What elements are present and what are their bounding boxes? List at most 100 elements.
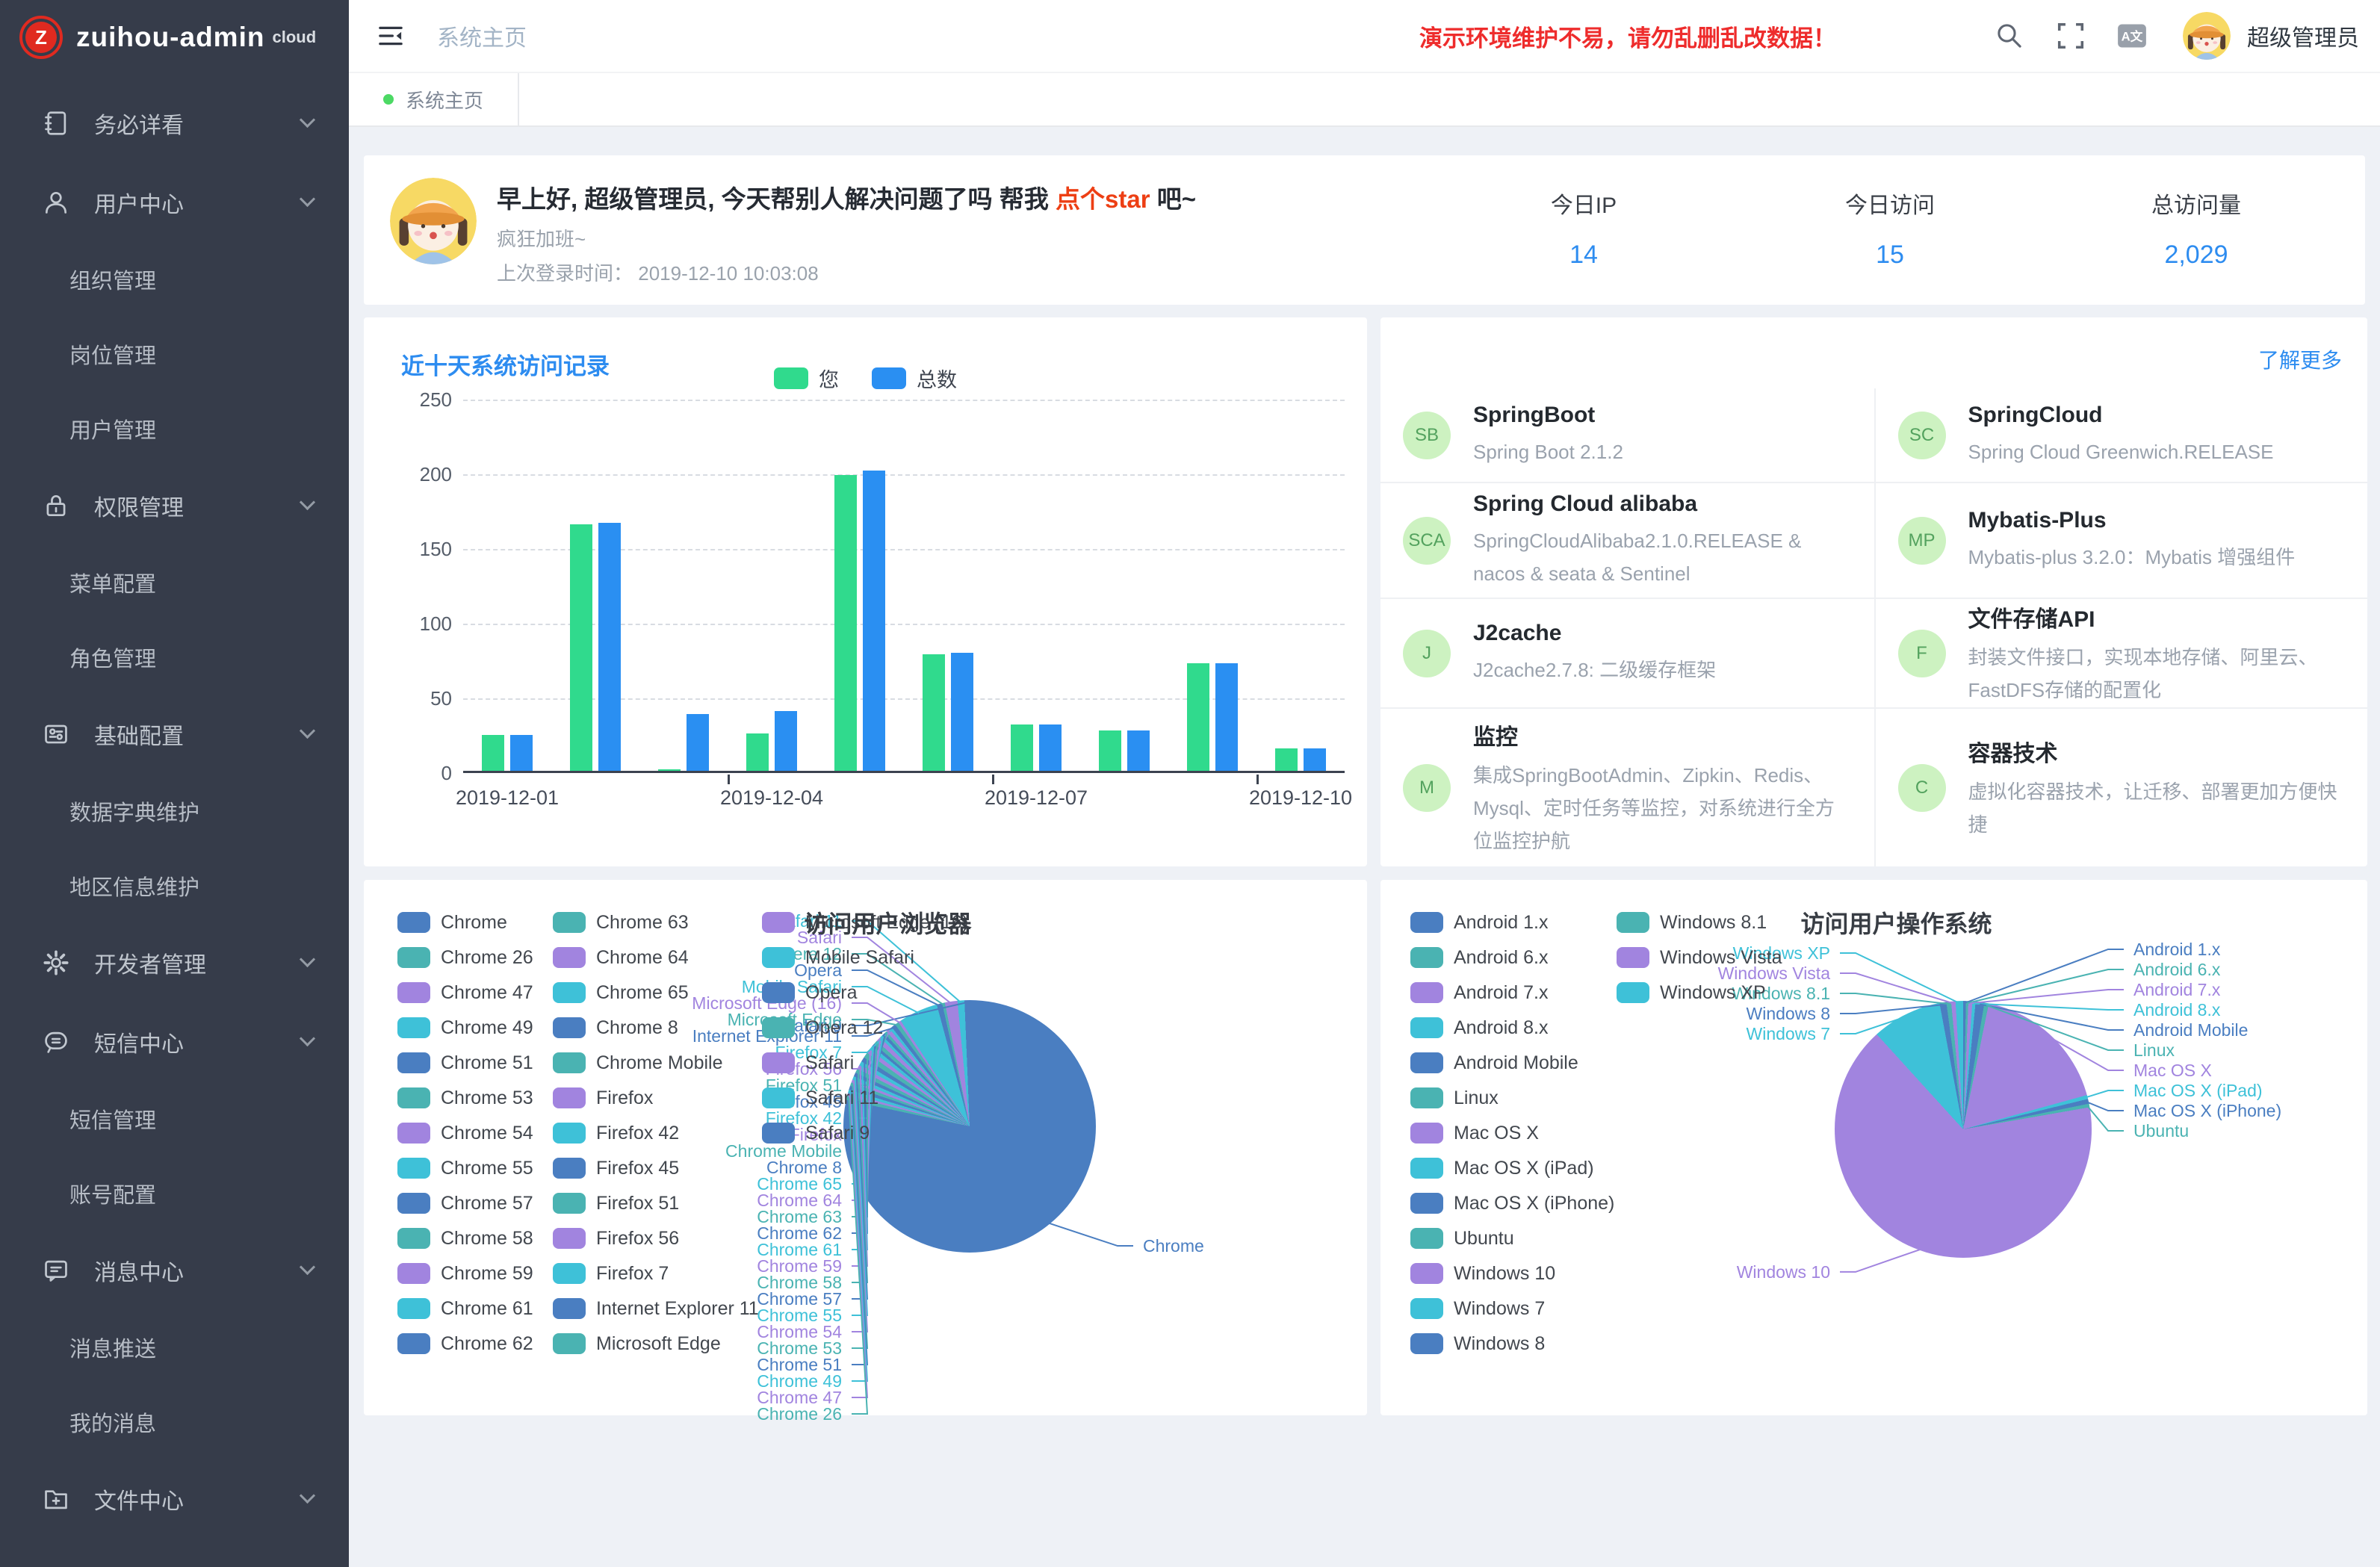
legend-item-Windows 8[interactable]: Windows 8: [1410, 1332, 1545, 1355]
greeting-text: 早上好, 超级管理员, 今天帮别人解决问题了吗 帮我 点个star 吧~: [497, 179, 1196, 215]
legend-item-Android 7.x[interactable]: Android 7.x: [1410, 981, 1548, 1004]
legend-item-Mac OS X (iPad)[interactable]: Mac OS X (iPad): [1410, 1157, 1594, 1179]
legend-item-Opera[interactable]: Opera: [762, 981, 857, 1004]
chevron-down-icon: [300, 1031, 315, 1046]
legend-swatch: [397, 982, 430, 1003]
legend-item-Microsoft Edge[interactable]: Microsoft Edge: [553, 1332, 721, 1355]
sidebar-item-14[interactable]: 账号配置: [0, 1156, 349, 1231]
legend-item-Chrome 49[interactable]: Chrome 49: [397, 1017, 533, 1039]
legend-item-Firefox[interactable]: Firefox: [553, 1087, 653, 1109]
sidebar-item-7[interactable]: 角色管理: [0, 620, 349, 695]
legend-item-您[interactable]: 您: [774, 364, 839, 393]
legend-item-总数[interactable]: 总数: [872, 364, 957, 393]
legend-item-Windows 10[interactable]: Windows 10: [1410, 1262, 1555, 1285]
legend-item-Mac OS X[interactable]: Mac OS X: [1410, 1122, 1539, 1144]
sidebar-item-11[interactable]: 开发者管理: [0, 923, 349, 1002]
legend-label: Android 6.x: [1454, 947, 1548, 969]
legend-item-Android 6.x[interactable]: Android 6.x: [1410, 946, 1548, 969]
tech-desc: Spring Cloud Greenwich.RELEASE: [1968, 435, 2274, 468]
legend-item-Chrome 8[interactable]: Chrome 8: [553, 1017, 678, 1039]
legend-item-Firefox 45[interactable]: Firefox 45: [553, 1157, 679, 1179]
learn-more-link[interactable]: 了解更多: [2258, 344, 2342, 374]
legend-item-Chrome 63[interactable]: Chrome 63: [553, 911, 689, 934]
chevron-down-icon: [300, 1488, 315, 1504]
legend-item-Firefox 7[interactable]: Firefox 7: [553, 1262, 669, 1285]
tab-system-home[interactable]: 系统主页: [349, 73, 519, 125]
sidebar-item-4[interactable]: 用户管理: [0, 391, 349, 466]
legend-item-Chrome 47[interactable]: Chrome 47: [397, 981, 533, 1004]
bar: [687, 714, 709, 771]
legend-item-Windows XP[interactable]: Windows XP: [1617, 981, 1766, 1004]
bar: [863, 471, 885, 771]
sidebar-item-5[interactable]: 权限管理: [0, 466, 349, 545]
sidebar-item-2[interactable]: 组织管理: [0, 242, 349, 317]
legend-item-Firefox 42[interactable]: Firefox 42: [553, 1122, 679, 1144]
star-link[interactable]: 点个star: [1056, 185, 1150, 213]
bar-group-2: [639, 400, 728, 771]
legend-item-Chrome 54[interactable]: Chrome 54: [397, 1122, 533, 1144]
legend-item-Chrome 62[interactable]: Chrome 62: [397, 1332, 533, 1355]
legend-item-Chrome 53[interactable]: Chrome 53: [397, 1087, 533, 1109]
legend-label: Chrome 49: [441, 1017, 533, 1039]
search-icon[interactable]: [1995, 21, 2024, 51]
legend-item-Safari[interactable]: Safari: [762, 1052, 854, 1074]
sidebar-item-18[interactable]: 文件中心: [0, 1459, 349, 1539]
legend-item-Chrome 51[interactable]: Chrome 51: [397, 1052, 533, 1074]
app-logo[interactable]: Z zuihou-admin cloud: [0, 0, 349, 75]
legend-item-Chrome 59[interactable]: Chrome 59: [397, 1262, 533, 1285]
x-axis-label: 2019-12-01: [425, 786, 589, 810]
legend-item-Chrome 58[interactable]: Chrome 58: [397, 1227, 533, 1250]
sidebar-item-15[interactable]: 消息中心: [0, 1231, 349, 1310]
menu-fold-icon[interactable]: [376, 21, 406, 51]
legend-item-Chrome[interactable]: Chrome: [397, 911, 507, 934]
breadcrumb[interactable]: 系统主页: [437, 19, 527, 52]
legend-item-Firefox 56[interactable]: Firefox 56: [553, 1227, 679, 1250]
stat-value: 2,029: [2062, 241, 2331, 270]
user-avatar[interactable]: [2183, 12, 2231, 60]
legend-item-Chrome 64[interactable]: Chrome 64: [553, 946, 689, 969]
chevron-down-icon: [300, 723, 315, 739]
sidebar-item-9[interactable]: 数据字典维护: [0, 774, 349, 848]
language-icon[interactable]: A文: [2117, 21, 2147, 51]
legend-item-Android Mobile[interactable]: Android Mobile: [1410, 1052, 1578, 1074]
legend-item-Microsoft Edge (16)[interactable]: Microsoft Edge (16): [762, 911, 968, 934]
legend-item-Chrome 55[interactable]: Chrome 55: [397, 1157, 533, 1179]
pie-disc[interactable]: [1835, 1001, 2092, 1258]
sidebar-item-10[interactable]: 地区信息维护: [0, 848, 349, 923]
sidebar-item-6[interactable]: 菜单配置: [0, 545, 349, 620]
legend-item-Windows 7[interactable]: Windows 7: [1410, 1297, 1545, 1320]
legend-item-Mac OS X (iPhone)[interactable]: Mac OS X (iPhone): [1410, 1192, 1614, 1214]
legend-item-Chrome 65[interactable]: Chrome 65: [553, 981, 689, 1004]
sidebar-item-1[interactable]: 用户中心: [0, 163, 349, 242]
legend-item-Ubuntu[interactable]: Ubuntu: [1410, 1227, 1514, 1250]
sidebar-item-8[interactable]: 基础配置: [0, 695, 349, 774]
legend-item-Safari 11[interactable]: Safari 11: [762, 1087, 878, 1109]
stat-block-1: 今日访问15: [1755, 155, 2024, 305]
username[interactable]: 超级管理员: [2247, 19, 2359, 52]
legend-item-Firefox 51[interactable]: Firefox 51: [553, 1192, 679, 1214]
legend-item-Chrome Mobile[interactable]: Chrome Mobile: [553, 1052, 723, 1074]
sidebar-item-0[interactable]: 务必详看: [0, 84, 349, 163]
sidebar-item-17[interactable]: 我的消息: [0, 1385, 349, 1459]
legend-item-Safari 9[interactable]: Safari 9: [762, 1122, 870, 1144]
y-axis-label: 0: [385, 762, 452, 785]
legend-item-Android 8.x[interactable]: Android 8.x: [1410, 1017, 1548, 1039]
chevron-down-icon: [300, 191, 315, 207]
legend-item-Linux[interactable]: Linux: [1410, 1087, 1499, 1109]
legend-item-Chrome 57[interactable]: Chrome 57: [397, 1192, 533, 1214]
stat-value: 15: [1755, 241, 2024, 270]
legend-item-Chrome 61[interactable]: Chrome 61: [397, 1297, 533, 1320]
legend-item-Internet Explorer 11[interactable]: Internet Explorer 11: [553, 1297, 759, 1320]
legend-item-Windows 8.1[interactable]: Windows 8.1: [1617, 911, 1767, 934]
sidebar-item-3[interactable]: 岗位管理: [0, 317, 349, 391]
sidebar-item-12[interactable]: 短信中心: [0, 1002, 349, 1082]
fullscreen-icon[interactable]: [2056, 21, 2086, 51]
sidebar-item-13[interactable]: 短信管理: [0, 1082, 349, 1156]
legend-item-Android 1.x[interactable]: Android 1.x: [1410, 911, 1548, 934]
legend-item-Opera 12[interactable]: Opera 12: [762, 1017, 883, 1039]
legend-item-Chrome 26[interactable]: Chrome 26: [397, 946, 533, 969]
legend-item-Windows Vista[interactable]: Windows Vista: [1617, 946, 1782, 969]
gear-icon: [42, 949, 70, 977]
sidebar-item-16[interactable]: 消息推送: [0, 1310, 349, 1385]
legend-item-Mobile Safari[interactable]: Mobile Safari: [762, 946, 914, 969]
